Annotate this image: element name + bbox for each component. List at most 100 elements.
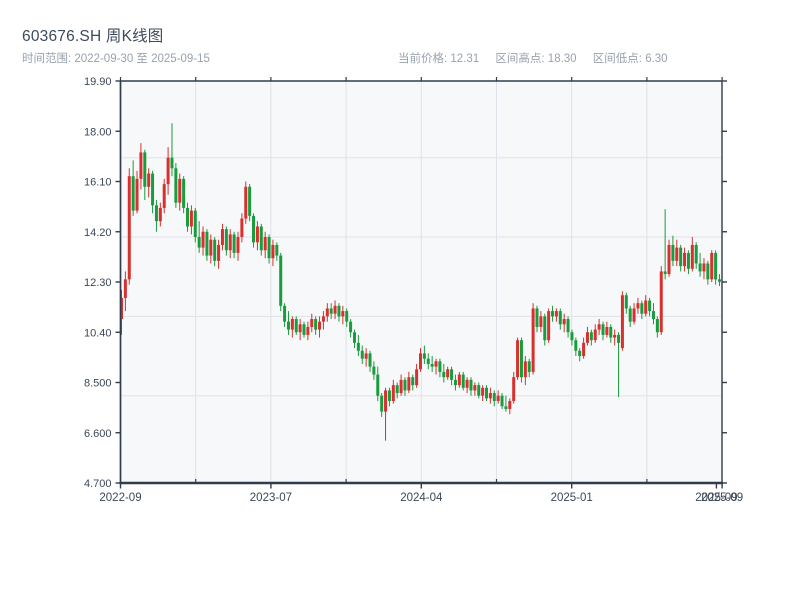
candle-up (236, 237, 240, 253)
candle-down (182, 178, 186, 208)
candle-down (461, 374, 465, 388)
candle-up (710, 252, 714, 280)
candle-up (554, 311, 558, 317)
candle-up (135, 178, 139, 211)
y-tick-label: 19.90 (84, 76, 112, 88)
candle-up (271, 244, 275, 259)
candle-down (589, 332, 593, 341)
candle-down (718, 279, 721, 282)
candle-up (384, 390, 388, 412)
candle-down (535, 308, 539, 327)
candle-up (158, 207, 162, 222)
candle-down (706, 263, 710, 280)
candle-down (302, 324, 306, 335)
candle-up (593, 329, 597, 341)
time-range-label: 时间范围: 2022-09-30 至 2025-09-15 (22, 53, 210, 65)
candle-up (636, 303, 640, 309)
candle-up (166, 157, 170, 185)
candle-down (174, 168, 178, 203)
candle-up (217, 244, 221, 261)
candle-down (186, 207, 190, 227)
candle-up (341, 311, 345, 317)
x-tick-label: 2024-04 (400, 492, 443, 504)
candle-down (143, 152, 147, 187)
candle-up (496, 395, 500, 402)
candle-down (698, 263, 702, 272)
candle-down (679, 247, 683, 267)
candle-down (609, 326, 613, 338)
candle-down (213, 239, 217, 261)
candle-up (120, 297, 123, 320)
candle-up (620, 295, 624, 349)
candle-up (481, 387, 485, 396)
candle-up (457, 374, 461, 386)
y-tick-label: 8.500 (84, 378, 112, 390)
candle-up (263, 237, 267, 251)
candle-up (539, 316, 543, 327)
candle-up (644, 300, 648, 314)
range-high-stat: 区间高点: 18.30 (495, 53, 576, 65)
candle-up (220, 229, 224, 245)
candle-down (430, 363, 434, 367)
candle-up (473, 385, 477, 391)
candle-down (485, 387, 489, 399)
current-price-label: 当前价格: (398, 53, 448, 65)
candle-up (434, 361, 438, 367)
candle-up (139, 152, 143, 179)
candle-up (508, 401, 512, 409)
candle-down (380, 395, 384, 412)
candle-down (648, 300, 652, 312)
x-tick-label: 2022-09 (99, 492, 141, 504)
candle-up (488, 393, 492, 399)
candle-down (279, 255, 283, 306)
candle-up (255, 226, 259, 243)
candle-down (551, 311, 555, 317)
candle-up (667, 244, 671, 275)
candle-up (690, 244, 694, 269)
candle-down (477, 385, 481, 396)
candle-down (655, 319, 659, 333)
candle-up (407, 377, 411, 391)
current-price-value: 12.31 (450, 53, 480, 65)
price-stats: 当前价格: 12.31 区间高点: 18.30 区间低点: 6.30 (398, 50, 681, 66)
candle-down (259, 226, 263, 251)
candle-up (325, 308, 329, 317)
candle-up (189, 210, 193, 227)
candle-up (321, 316, 325, 322)
candle-down (426, 358, 430, 364)
candle-down (640, 303, 644, 314)
candle-up (531, 308, 535, 372)
candle-down (617, 334, 621, 343)
candle-down (628, 308, 632, 322)
candle-up (162, 184, 166, 208)
candle-down (267, 237, 271, 259)
candle-up (419, 353, 422, 370)
candle-up (512, 377, 516, 402)
candle-down (500, 395, 504, 407)
candle-down (224, 229, 228, 251)
candle-up (562, 319, 566, 325)
candle-up (333, 305, 337, 314)
candle-down (349, 321, 353, 333)
candle-down (360, 350, 364, 359)
candle-up (675, 247, 679, 261)
candle-down (403, 379, 407, 391)
candle-up (298, 324, 302, 333)
x-tick-label: 2023-07 (250, 492, 292, 504)
candle-down (570, 332, 574, 341)
y-tick-label: 18.00 (84, 126, 112, 138)
x-tick-label: 2025-09 (695, 492, 737, 504)
candle-up (240, 218, 244, 238)
candle-down (453, 379, 457, 386)
candle-up (209, 239, 213, 256)
candle-down (368, 353, 372, 367)
candle-down (651, 311, 655, 320)
candle-up (364, 353, 368, 359)
candle-up (310, 319, 314, 327)
candle-up (399, 379, 403, 394)
candle-up (178, 178, 182, 203)
candle-up (147, 173, 151, 187)
candle-up (683, 252, 687, 267)
candle-down (376, 374, 380, 396)
